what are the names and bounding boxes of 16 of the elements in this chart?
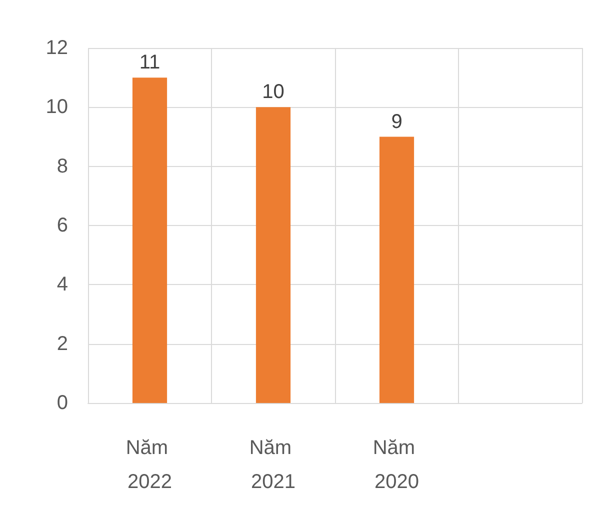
data-label: 10: [262, 81, 284, 104]
data-label: 9: [391, 110, 402, 133]
y-tick-label: 0: [56, 392, 68, 414]
x-tick-label: Năm 2020: [372, 437, 421, 493]
bar: [132, 78, 168, 403]
y-tick-label: 4: [56, 274, 68, 296]
y-tick-label: 2: [56, 332, 68, 355]
bar: [256, 107, 291, 403]
x-tick-label: Năm 2022: [126, 437, 174, 493]
x-tick-label: Năm 2021: [249, 437, 298, 493]
y-tick-label: 8: [56, 155, 68, 178]
bar: [379, 136, 414, 403]
data-label: 11: [139, 52, 160, 74]
y-tick-label: 12: [46, 37, 68, 59]
y-tick-label: 6: [56, 214, 68, 236]
y-tick-label: 10: [46, 96, 68, 118]
